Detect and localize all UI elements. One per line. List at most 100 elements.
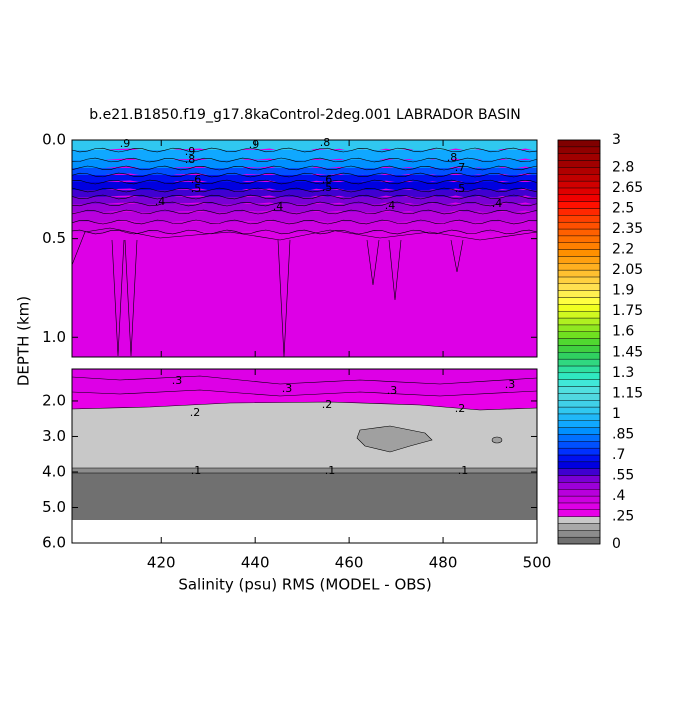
- chart-title: b.e21.B1850.f19_g17.8kaControl-2deg.001 …: [89, 107, 520, 123]
- colorbar-box: [557, 358, 601, 367]
- colorbar-box: [557, 516, 601, 524]
- colorbar-box: [557, 434, 601, 442]
- colorbar-box: [557, 400, 601, 408]
- contour-label: .5: [455, 182, 466, 195]
- contour-label: .6: [322, 173, 333, 186]
- colorbar-box: [557, 420, 601, 428]
- colorbar-box: [557, 310, 601, 319]
- colorbar-label: .7: [612, 447, 625, 463]
- field-band: [72, 402, 537, 470]
- colorbar-box: [557, 475, 601, 483]
- contour-line: [71, 229, 538, 235]
- colorbar-label: 0: [612, 536, 621, 552]
- contour-line: [71, 401, 538, 411]
- contour-line: [71, 147, 538, 153]
- contour-label: .2: [455, 402, 466, 415]
- contour-line: [71, 375, 538, 385]
- field-band: [72, 168, 537, 177]
- colorbar-label: .85: [612, 426, 634, 442]
- colorbar-box: [557, 509, 601, 517]
- colorbar-box: [557, 167, 601, 175]
- colorbar-box: [557, 482, 601, 490]
- contour-label: .1: [325, 464, 336, 477]
- x-tick-label: 500: [523, 554, 552, 572]
- colorbar-label: 1.6: [612, 324, 634, 340]
- colorbar-box: [557, 427, 601, 435]
- colorbar-box: [557, 352, 601, 360]
- colorbar-box: [557, 283, 601, 291]
- contour-line: [71, 194, 538, 200]
- contour-label: .3: [172, 374, 183, 387]
- x-axis-label: Salinity (psu) RMS (MODEL - OBS): [178, 576, 431, 594]
- contour-line: [450, 239, 464, 273]
- contour-label: .4: [385, 199, 396, 212]
- field-band: [72, 150, 537, 162]
- colorbar-box: [557, 406, 601, 415]
- contour-line: [366, 239, 380, 286]
- colorbar-box: [557, 290, 601, 298]
- colorbar-box: [557, 153, 601, 161]
- y-axis-label: DEPTH (km): [15, 296, 33, 386]
- contour-label: .4: [155, 195, 166, 208]
- colorbar-box: [557, 441, 601, 449]
- colorbar-label: .4: [612, 488, 625, 504]
- colorbar-box: [557, 317, 601, 326]
- colorbar-box: [557, 187, 601, 195]
- y-tick-label: 0.0: [42, 131, 66, 149]
- plot-frame: [71, 368, 538, 544]
- colorbar-box: [557, 174, 601, 182]
- y-tick-label: 6.0: [42, 534, 66, 552]
- colorbar-box: [557, 454, 601, 463]
- colorbar-box: [557, 502, 601, 510]
- contour-line: [71, 157, 538, 163]
- colorbar-label: 2.2: [612, 242, 634, 258]
- colorbar-box: [557, 331, 601, 339]
- colorbar-box: [557, 180, 601, 189]
- colorbar-box: [557, 530, 601, 538]
- colorbar-box: [557, 324, 601, 332]
- contour-label: .2: [190, 406, 201, 419]
- colorbar-box: [557, 242, 601, 250]
- colorbar-label: 2.5: [612, 200, 634, 216]
- colorbar-box: [557, 393, 601, 401]
- colorbar-label: 1.9: [612, 283, 634, 299]
- y-tick-label: 5.0: [42, 498, 66, 516]
- contour-label: .3: [505, 378, 516, 391]
- contour-line: [71, 219, 538, 225]
- colorbar-label: 3: [612, 132, 621, 148]
- y-tick-label: 3.0: [42, 427, 66, 445]
- contour-label: .6: [191, 173, 202, 186]
- colorbar-box: [557, 215, 601, 223]
- plot-frame: [71, 139, 538, 358]
- contour-label: .9: [249, 138, 260, 151]
- colorbar-box: [557, 297, 601, 305]
- colorbar-box: [557, 194, 601, 202]
- colorbar-frame: [557, 139, 601, 545]
- colorbar-label: .55: [612, 468, 634, 484]
- field-band: [72, 190, 537, 199]
- contour-label: .8: [447, 151, 458, 164]
- contour-line: [71, 227, 538, 266]
- contour-label: .3: [282, 382, 293, 395]
- colorbar-box: [557, 256, 601, 264]
- colorbar-box: [557, 338, 601, 346]
- x-tick-label: 460: [335, 554, 364, 572]
- contour-label: .8: [185, 153, 196, 166]
- y-tick-label: 4.0: [42, 462, 66, 480]
- colorbar-box: [557, 249, 601, 257]
- contour-line: [71, 165, 538, 171]
- y-tick-label: 0.5: [42, 229, 66, 247]
- contour-label: .1: [458, 464, 469, 477]
- contour-label: .9: [120, 137, 131, 150]
- contour-line: [71, 179, 538, 185]
- contour-label: .3: [387, 384, 398, 397]
- colorbar-box: [557, 413, 601, 421]
- x-tick-label: 420: [147, 554, 176, 572]
- colorbar-box: [557, 263, 601, 271]
- colorbar-box: [557, 536, 601, 545]
- colorbar-box: [557, 372, 601, 380]
- colorbar-label: 2.8: [612, 159, 634, 175]
- colorbar-box: [557, 386, 601, 394]
- colorbar-box: [557, 160, 601, 168]
